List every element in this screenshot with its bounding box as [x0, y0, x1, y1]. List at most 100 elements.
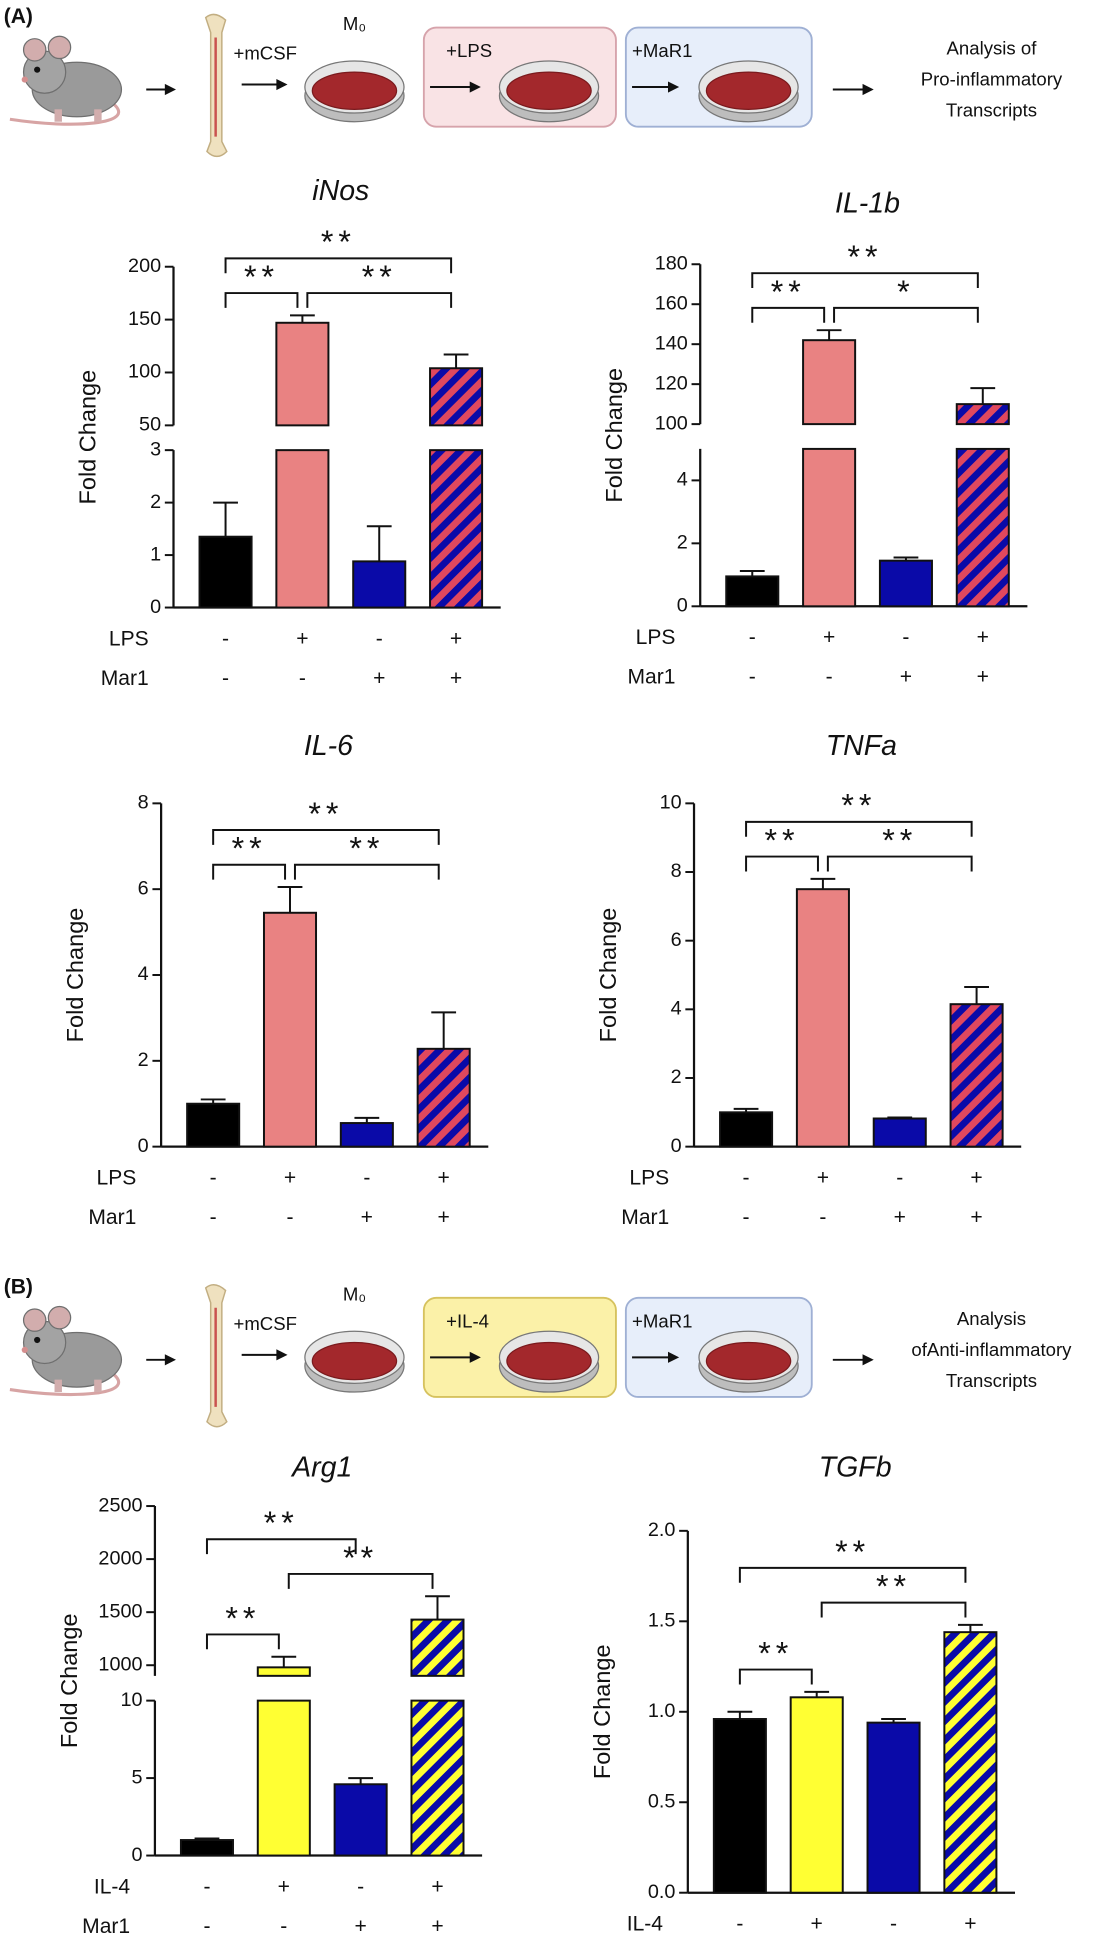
error-bar: [366, 525, 392, 562]
error-bar: [194, 1837, 220, 1841]
chart-title: Arg1: [290, 1451, 352, 1483]
significance-label: **: [232, 831, 267, 867]
significance-label: **: [308, 796, 343, 832]
y-tick-label: 2: [138, 1049, 149, 1071]
condition-sign: -: [743, 1206, 750, 1229]
condition-sign: +: [817, 1166, 829, 1189]
condition-sign: -: [299, 667, 306, 690]
condition-sign: -: [222, 667, 229, 690]
y-tick-label: 8: [138, 792, 149, 814]
bar: [719, 1111, 774, 1148]
y-tick-label: 0: [131, 1844, 142, 1866]
condition-sign: -: [363, 1166, 370, 1189]
step-label: +mCSF: [233, 1313, 296, 1334]
significance-label: **: [362, 259, 397, 295]
schematic: (B) +mCSF M₀ +IL-4 +MaR1 Analysis ofAnti-infla…: [4, 1275, 1072, 1428]
error-bar: [893, 556, 919, 561]
y-tick-label: 140: [655, 332, 688, 354]
condition-sign: -: [743, 1166, 750, 1189]
significance-bracket: [293, 863, 440, 880]
y-tick-label: 3: [150, 438, 161, 460]
y-tick-label: 6: [138, 877, 149, 899]
y-tick-label: 2500: [98, 1494, 142, 1516]
error-bar: [964, 986, 989, 1005]
significance-bracket: [287, 1572, 434, 1589]
chart-title: IL-1b: [835, 187, 900, 219]
condition-label: IL-4: [94, 1875, 131, 1898]
significance-bracket: [212, 863, 287, 880]
y-tick-label: 1: [150, 543, 161, 565]
condition-sign: +: [894, 1206, 906, 1229]
condition-sign: -: [203, 1875, 210, 1898]
mouse-leg: [94, 109, 102, 122]
bar: [275, 321, 330, 427]
significance-label: **: [848, 239, 883, 275]
condition-sign: -: [819, 1206, 826, 1229]
mouse-ear: [47, 35, 72, 60]
error-bar: [354, 1116, 380, 1124]
bar: [789, 1696, 844, 1894]
readout-text: Transcripts: [946, 1370, 1037, 1391]
bar: [256, 1699, 311, 1857]
significance-label: **: [343, 1540, 378, 1576]
significance-label: **: [349, 831, 384, 867]
condition-sign: +: [438, 1206, 450, 1229]
chart-title: iNos: [312, 175, 369, 207]
y-axis-label: Fold Change: [601, 368, 627, 503]
y-tick-label: 0: [671, 1135, 682, 1157]
bar: [333, 1783, 388, 1857]
condition-sign: +: [278, 1875, 290, 1898]
arrow-head: [469, 1351, 481, 1363]
y-tick-label: 2: [150, 491, 161, 513]
condition-sign: -: [357, 1875, 364, 1898]
panel-label: (B): [4, 1275, 33, 1298]
dish-label: M₀: [343, 1283, 366, 1304]
condition-sign: +: [970, 1206, 982, 1229]
error-bar: [957, 1623, 983, 1633]
bar: [352, 560, 407, 609]
y-tick-label: 0: [677, 595, 688, 617]
arrow-head: [667, 1351, 680, 1363]
condition-label: IL-4: [627, 1913, 664, 1936]
mouse-nose: [21, 1346, 28, 1353]
bar: [256, 1666, 311, 1677]
arrow-head: [276, 78, 288, 91]
condition-label: Mar1: [88, 1206, 136, 1229]
mouse-ear: [22, 38, 47, 62]
error-bar: [881, 1718, 906, 1723]
mouse-eye: [34, 66, 41, 73]
condition-sign: +: [964, 1913, 976, 1936]
readout-text: Pro-inflammatory: [921, 69, 1063, 90]
significance-label: **: [765, 822, 800, 858]
error-bar: [425, 1595, 450, 1620]
y-tick-label: 120: [655, 372, 688, 394]
condition-sign: -: [286, 1206, 293, 1229]
error-bar: [213, 501, 238, 537]
significance-bracket: [738, 1566, 967, 1583]
y-tick-label: 4: [138, 963, 149, 985]
y-tick-label: 150: [128, 308, 161, 330]
y-tick-label: 160: [655, 292, 688, 314]
significance-bracket: [306, 292, 453, 308]
y-tick-label: 10: [120, 1689, 142, 1711]
step-label: +mCSF: [233, 43, 296, 64]
y-tick-label: 180: [655, 252, 688, 274]
condition-sign: -: [222, 627, 229, 650]
condition-sign: +: [823, 626, 835, 649]
bar: [725, 575, 780, 608]
condition-sign: +: [450, 627, 462, 650]
mouse-leg: [54, 1379, 62, 1393]
significance-bracket: [751, 306, 826, 323]
bar: [339, 1122, 394, 1148]
step-label: +LPS: [446, 40, 492, 61]
error-bar: [733, 1107, 759, 1113]
condition-sign: -: [210, 1166, 217, 1189]
error-bar: [739, 570, 765, 577]
condition-sign: +: [373, 667, 385, 690]
y-tick-label: 8: [671, 860, 682, 882]
condition-label: Mar1: [82, 1915, 130, 1938]
dish-medium: [705, 71, 792, 110]
arrow-head: [862, 1354, 874, 1366]
